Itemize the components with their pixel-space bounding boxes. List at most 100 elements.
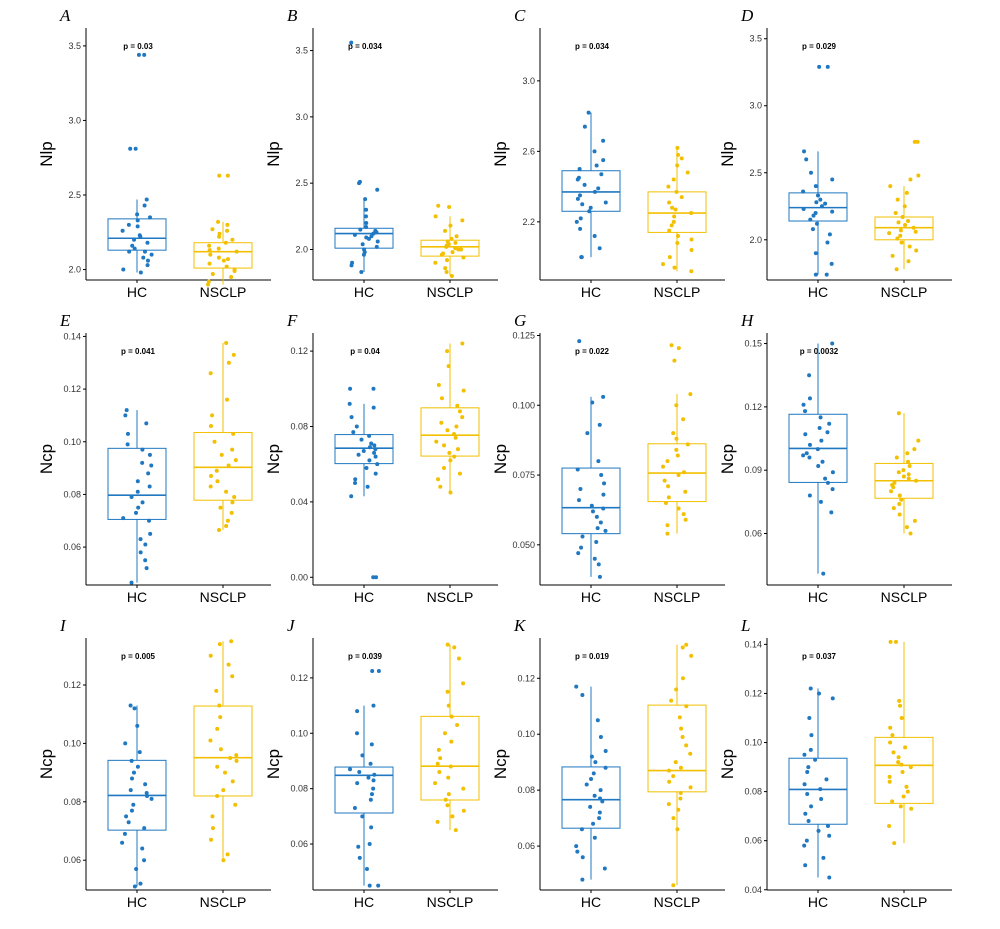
data-point [827,875,832,880]
data-point [364,866,369,871]
data-point [129,495,134,500]
data-point [445,349,450,354]
data-point [579,545,584,550]
data-point [593,760,598,765]
data-point [813,184,818,189]
data-point [916,438,921,443]
y-tick-label: 0.10 [517,729,535,739]
data-point [890,733,895,738]
data-point [901,794,906,799]
panel-i: I Ncp 0.06 0.08 0.10 0.12 HC NSCLP p = 0.005 [37,616,271,910]
data-point [436,747,441,752]
data-point [601,492,606,497]
p-value-label: p = 0.022 [575,347,610,356]
data-point [230,674,235,679]
y-tick-label: 0.12 [290,673,308,683]
data-point [215,479,220,484]
data-point [598,735,603,740]
data-point [215,793,220,798]
data-point [895,197,900,202]
data-point [908,177,913,182]
y-tick-label: 0.08 [290,784,308,794]
data-point [214,688,219,693]
data-point [144,421,149,426]
data-point [372,443,377,448]
data-point [681,417,686,422]
panel-letter: K [513,616,527,635]
data-point [671,431,676,436]
data-point [814,221,819,226]
box-nsclp [193,242,253,269]
p-value-label: p = 0.005 [121,652,156,661]
data-point [361,448,366,453]
data-point [453,828,458,833]
data-point [674,447,679,452]
x-tick-label-hc: HC [127,284,147,300]
data-point [913,229,918,234]
data-point [669,698,674,703]
panel-k: K Ncp 0.06 0.08 0.10 0.12 HC NSCLP p = 0.019 [491,616,725,910]
data-point [212,439,217,444]
data-point [897,501,902,506]
data-point [445,428,450,433]
data-point [818,415,823,420]
data-point [674,687,679,692]
y-tick-label: 0.10 [63,437,81,447]
data-point [348,386,353,391]
data-point [207,248,212,253]
y-tick-label: 0.125 [512,331,535,341]
data-point [895,236,900,241]
data-point [450,814,455,819]
series-hc [561,110,621,260]
data-point [218,747,223,752]
y-tick-label: 0.12 [744,688,762,698]
data-point [364,224,369,229]
series-nsclp [647,145,707,274]
data-point [585,431,590,436]
panel-j: J Ncp 0.06 0.08 0.10 0.12 HC NSCLP p = 0.039 [264,616,498,910]
data-point [804,157,809,162]
data-point [131,802,136,807]
data-point [679,156,684,161]
data-point [371,778,376,783]
data-point [898,233,903,238]
data-point [456,247,461,252]
data-point [357,770,362,775]
data-point [665,459,670,464]
data-point [460,341,465,346]
y-axis-label: Nlp [718,141,737,167]
y-tick-label: 0.08 [63,797,81,807]
data-point [441,251,446,256]
data-point [221,858,226,863]
data-point [226,360,231,365]
data-point [902,204,907,209]
panel-g: G Ncp 0.050 0.075 0.100 0.125 HC NSCLP p = 0.022 [491,311,725,605]
data-point [231,352,236,357]
data-point [354,731,359,736]
data-point [675,453,680,458]
y-axis-label: Ncp [37,749,56,779]
data-point [124,814,129,819]
data-point [827,232,832,237]
data-point [806,765,811,770]
series-nsclp [420,642,480,833]
data-point [676,346,681,351]
y-tick-label: 2.6 [522,146,535,156]
data-point [366,775,371,780]
data-point [364,465,369,470]
data-point [588,205,593,210]
data-point [889,489,894,494]
data-point [575,467,580,472]
series-nsclp [193,173,253,287]
data-point [591,821,596,826]
data-point [210,413,215,418]
data-point [582,124,587,129]
data-point [825,480,830,485]
data-point [574,219,579,224]
data-point [439,396,444,401]
data-point [149,463,154,468]
data-point [888,639,893,644]
data-point [449,739,454,744]
series-hc [561,339,621,579]
data-point [233,802,238,807]
